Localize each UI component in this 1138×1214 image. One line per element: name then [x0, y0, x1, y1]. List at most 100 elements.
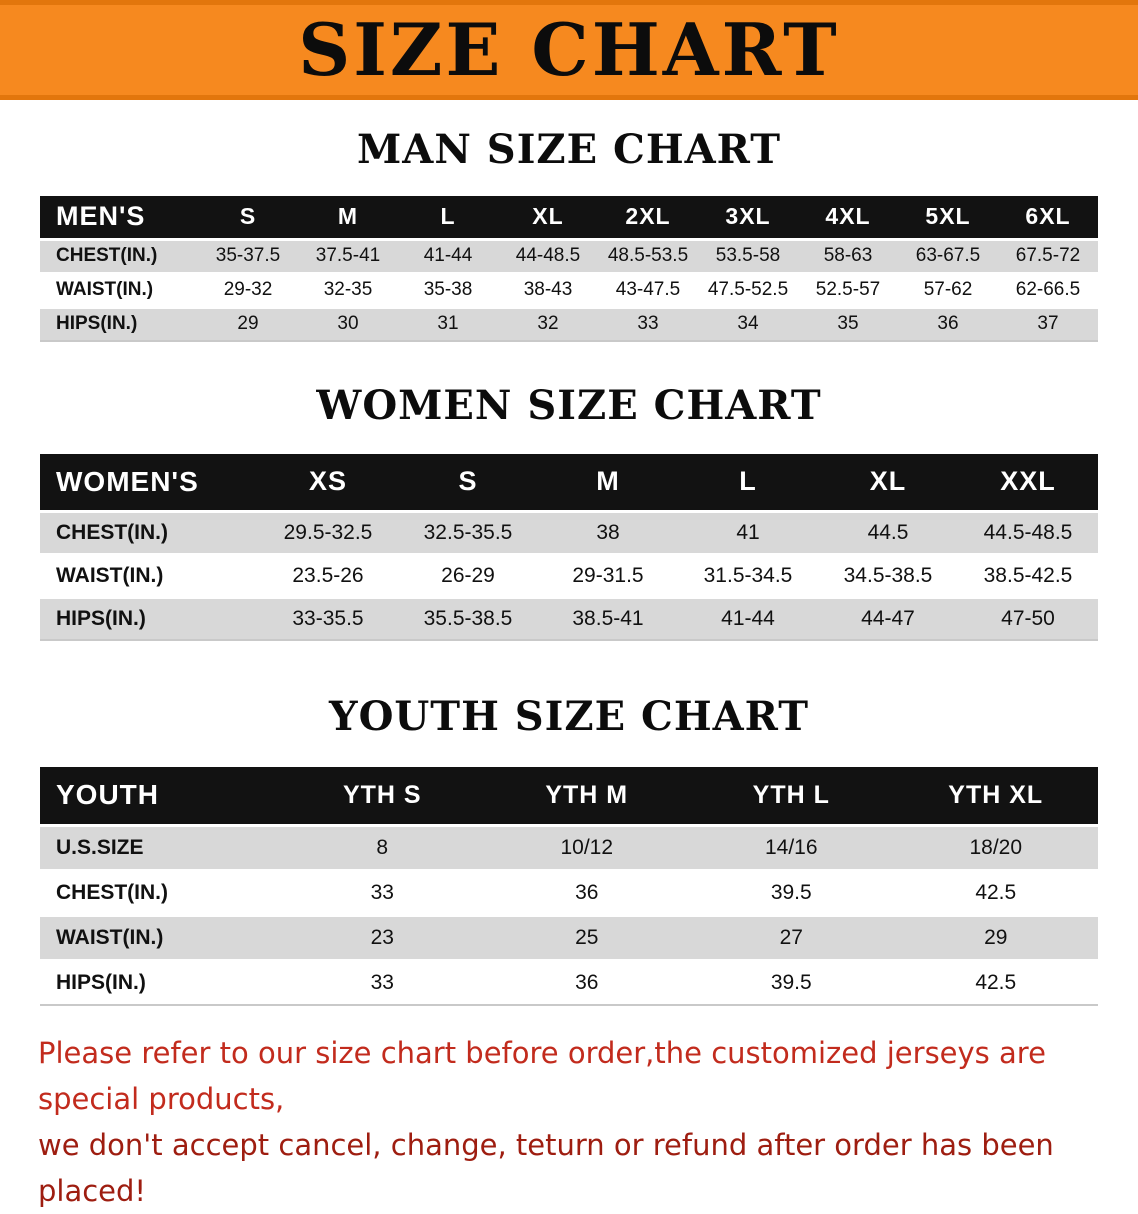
size-header-cell: XL: [532, 203, 564, 230]
measurement-value-cell: 37: [1037, 313, 1059, 335]
measurement-value-cell: 18/20: [969, 835, 1023, 859]
size-header-cell: 4XL: [825, 203, 871, 230]
measurement-value-cell: 32.5-35.5: [423, 520, 513, 544]
table-header-row: WOMEN'S XS S M L XL XXL: [40, 454, 1098, 511]
measurement-label-cell: WAIST(IN.): [56, 563, 164, 587]
table-row: HIPS(IN.) 33 36 39.5 42.5: [40, 960, 1098, 1005]
table-header-row: MEN'S S M L XL 2XL 3XL 4XL 5XL 6XL: [40, 196, 1098, 239]
table-title-cell: WOMEN'S: [56, 465, 199, 497]
measurement-label-cell: CHEST(IN.): [56, 245, 158, 266]
measurement-value-cell: 38.5-41: [572, 606, 644, 630]
measurement-value-cell: 29-31.5: [572, 563, 644, 587]
measurement-value-cell: 38-43: [523, 279, 573, 300]
measurement-value-cell: 33-35.5: [292, 606, 364, 630]
table-title-cell: MEN'S: [56, 201, 146, 232]
measurement-value-cell: 42.5: [975, 970, 1017, 994]
measurement-value-cell: 23.5-26: [292, 563, 364, 587]
measurement-value-cell: 32-35: [323, 279, 373, 300]
measurement-value-cell: 41: [736, 520, 760, 544]
disclaimer: Please refer to our size chart before or…: [0, 1030, 1138, 1214]
measurement-value-cell: 39.5: [770, 880, 812, 904]
women-size-table: WOMEN'S XS S M L XL XXL CHEST(IN.) 29.5-32.5 32.5…: [40, 454, 1098, 641]
measurement-value-cell: 37.5-41: [315, 245, 381, 266]
size-header-cell: 6XL: [1025, 203, 1071, 230]
measurement-value-cell: 39.5: [770, 970, 812, 994]
disclaimer-line-1: Please refer to our size chart before or…: [38, 1036, 1046, 1116]
size-header-cell: XXL: [1000, 466, 1056, 497]
measurement-value-cell: 35-37.5: [215, 245, 281, 266]
measurement-value-cell: 36: [575, 880, 599, 904]
measurement-value-cell: 29: [237, 313, 259, 335]
measurement-value-cell: 41-44: [423, 245, 473, 266]
measurement-label-cell: HIPS(IN.): [56, 313, 138, 335]
size-header-cell: M: [337, 203, 359, 230]
measurement-value-cell: 48.5-53.5: [607, 245, 689, 266]
measurement-value-cell: 53.5-58: [715, 245, 781, 266]
measurement-value-cell: 31: [437, 313, 459, 335]
measurement-value-cell: 25: [575, 925, 599, 949]
women-size-section: WOMEN SIZE CHART WOMEN'S XS S M L XL XXL CHEST(…: [0, 384, 1138, 641]
measurement-value-cell: 34.5-38.5: [843, 563, 933, 587]
youth-size-section: YOUTH SIZE CHART YOUTH YTH S YTH M YTH L YTH…: [0, 695, 1138, 1006]
table-row: HIPS(IN.) 33-35.5 35.5-38.5 38.5-41 41-44 44-…: [40, 597, 1098, 640]
measurement-value-cell: 44.5-48.5: [983, 520, 1073, 544]
measurement-value-cell: 38.5-42.5: [983, 563, 1073, 587]
measurement-value-cell: 67.5-72: [1015, 245, 1081, 266]
size-header-cell: L: [440, 203, 456, 230]
measurement-value-cell: 14/16: [764, 835, 818, 859]
measurement-value-cell: 41-44: [721, 606, 775, 630]
measurement-value-cell: 47.5-52.5: [707, 279, 789, 300]
table-row: WAIST(IN.) 23 25 27 29: [40, 915, 1098, 960]
table-row: CHEST(IN.) 29.5-32.5 32.5-35.5 38 41 44.5 44.5…: [40, 511, 1098, 554]
size-header-cell: YTH M: [545, 780, 629, 809]
measurement-value-cell: 27: [779, 925, 803, 949]
table-row: HIPS(IN.) 29 30 31 32 33 34 35 36 37: [40, 307, 1098, 341]
table-row: CHEST(IN.) 35-37.5 37.5-41 41-44 44-48.5 48.5…: [40, 239, 1098, 273]
size-header-cell: YTH XL: [948, 780, 1044, 809]
measurement-value-cell: 33: [370, 970, 394, 994]
measurement-value-cell: 29-32: [223, 279, 273, 300]
size-chart-banner: SIZE CHART: [0, 0, 1138, 100]
measurement-label-cell: HIPS(IN.): [56, 606, 146, 630]
measurement-value-cell: 32: [537, 313, 559, 335]
measurement-value-cell: 31.5-34.5: [703, 563, 793, 587]
size-header-cell: S: [458, 466, 478, 497]
size-header-cell: 5XL: [925, 203, 971, 230]
youth-size-table: YOUTH YTH S YTH M YTH L YTH XL U.S.SIZE 8 10/12…: [40, 767, 1098, 1006]
measurement-value-cell: 62-66.5: [1015, 279, 1081, 300]
men-size-section: MAN SIZE CHART MEN'S S M L XL 2XL 3XL 4XL 5XL 6XL…: [0, 128, 1138, 342]
measurement-label-cell: WAIST(IN.): [56, 925, 164, 949]
measurement-value-cell: 38: [596, 520, 620, 544]
measurement-value-cell: 8: [376, 835, 389, 859]
measurement-value-cell: 26-29: [441, 563, 495, 587]
measurement-value-cell: 35.5-38.5: [423, 606, 513, 630]
size-header-cell: S: [239, 203, 257, 230]
disclaimer-line-2: we don't accept cancel, change, teturn o…: [38, 1128, 1054, 1208]
measurement-value-cell: 29.5-32.5: [283, 520, 373, 544]
size-header-cell: XL: [869, 466, 907, 497]
measurement-value-cell: 36: [937, 313, 959, 335]
measurement-value-cell: 35-38: [423, 279, 473, 300]
table-title-cell: YOUTH: [56, 779, 159, 811]
measurement-value-cell: 44-48.5: [515, 245, 581, 266]
measurement-value-cell: 52.5-57: [815, 279, 881, 300]
measurement-value-cell: 35: [837, 313, 859, 335]
measurement-label-cell: HIPS(IN.): [56, 970, 146, 994]
measurement-value-cell: 29: [984, 925, 1008, 949]
women-section-heading: WOMEN SIZE CHART: [316, 382, 822, 429]
measurement-value-cell: 57-62: [923, 279, 973, 300]
measurement-value-cell: 33: [637, 313, 659, 335]
size-header-cell: 2XL: [625, 203, 671, 230]
table-row: U.S.SIZE 8 10/12 14/16 18/20: [40, 825, 1098, 870]
men-section-heading: MAN SIZE CHART: [357, 126, 781, 173]
table-row: WAIST(IN.) 29-32 32-35 35-38 38-43 43-47.5 47.…: [40, 273, 1098, 307]
measurement-value-cell: 34: [737, 313, 759, 335]
measurement-value-cell: 10/12: [560, 835, 614, 859]
table-header-row: YOUTH YTH S YTH M YTH L YTH XL: [40, 767, 1098, 825]
measurement-label-cell: U.S.SIZE: [56, 835, 144, 859]
measurement-value-cell: 43-47.5: [615, 279, 681, 300]
page-title: SIZE CHART: [298, 7, 840, 92]
size-header-cell: L: [739, 466, 757, 497]
measurement-value-cell: 42.5: [975, 880, 1017, 904]
